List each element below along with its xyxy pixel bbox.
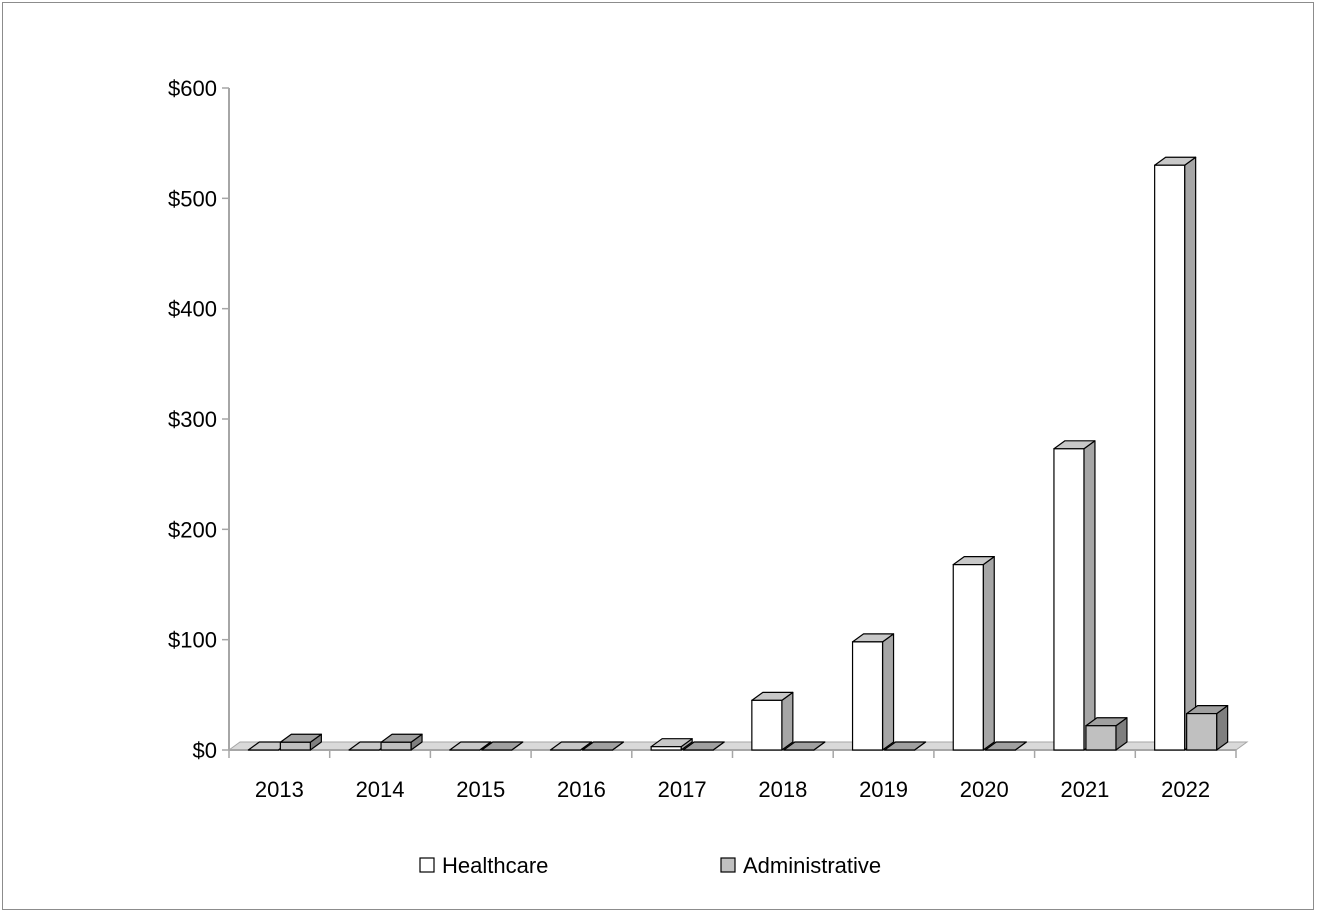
- x-tick-label: 2017: [658, 777, 707, 802]
- x-tick-label: 2015: [456, 777, 505, 802]
- bar-administrative-2016: [581, 741, 625, 751]
- x-tick-label: 2022: [1161, 777, 1210, 802]
- x-tick-label: 2016: [557, 777, 606, 802]
- chart-legend: Healthcare Administrative: [419, 853, 881, 878]
- y-tick-label: $300: [168, 407, 217, 432]
- bar-healthcare-2017: [650, 738, 693, 751]
- x-tick-label: 2018: [758, 777, 807, 802]
- bar-healthcare-2021: [1053, 440, 1096, 751]
- bar-administrative-2013: [279, 733, 322, 751]
- chart-tick-labels: $0 $100 $200 $300 $400 $500 $600 2013 2014 2015 20…: [168, 76, 1210, 802]
- x-tick-label: 2021: [1060, 777, 1109, 802]
- bar-administrative-2015: [481, 741, 524, 751]
- bar-chart: $0 $100 $200 $300 $400 $500 $600 2013 2014 2015 20…: [168, 76, 1249, 878]
- bar-healthcare-2016: [549, 741, 593, 751]
- chart-bars: [247, 156, 1229, 751]
- legend-label-healthcare: Healthcare: [442, 853, 548, 878]
- bar-healthcare-2020: [952, 556, 995, 751]
- legend-swatch-healthcare: [419, 857, 435, 873]
- x-tick-label: 2019: [859, 777, 908, 802]
- bar-healthcare-2015: [449, 741, 492, 751]
- bar-administrative-2020: [984, 741, 1027, 751]
- bar-administrative-2021: [1085, 717, 1128, 751]
- bar-administrative-2018: [783, 741, 826, 751]
- bar-administrative-2022: [1186, 704, 1229, 751]
- bar-administrative-2019: [883, 741, 927, 751]
- y-tick-label: $400: [168, 297, 217, 322]
- bar-administrative-2017: [682, 741, 725, 751]
- y-tick-label: $0: [193, 738, 217, 763]
- y-tick-label: $500: [168, 186, 217, 211]
- bar-healthcare-2018: [751, 691, 794, 751]
- legend-swatch-administrative: [720, 857, 736, 873]
- legend-label-administrative: Administrative: [743, 853, 881, 878]
- y-tick-label: $100: [168, 628, 217, 653]
- x-tick-label: 2020: [960, 777, 1009, 802]
- bar-administrative-2014: [380, 733, 423, 751]
- x-tick-label: 2013: [255, 777, 304, 802]
- x-tick-label: 2014: [356, 777, 405, 802]
- bar-healthcare-2019: [851, 633, 895, 751]
- y-tick-label: $200: [168, 517, 217, 542]
- y-tick-label: $600: [168, 76, 217, 101]
- bar-healthcare-2022: [1154, 156, 1197, 751]
